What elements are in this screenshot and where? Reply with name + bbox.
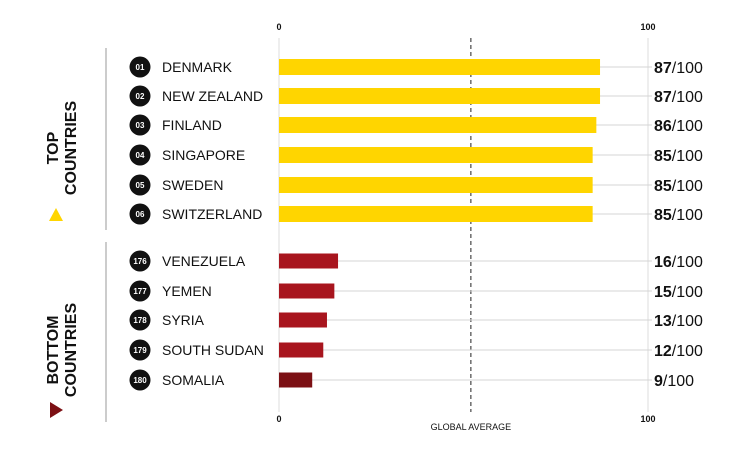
top-row-1-bar [279, 88, 601, 104]
top-row-3-bar [279, 147, 593, 163]
top-row-2-rank-badge [129, 114, 151, 136]
top-row-0-bar [279, 59, 601, 75]
top-row-1-score-suffix: /100 [672, 89, 703, 106]
bottom-row-3-score: 12/100 [654, 343, 703, 360]
x-tick-label-top-0: 0 [276, 22, 281, 32]
top-row-5-bar [279, 206, 593, 222]
bottom-row-2-score: 13/100 [654, 313, 703, 330]
bottom-row-3-country-label: SOUTH SUDAN [162, 342, 264, 358]
top-row-3-score-value: 85 [654, 148, 672, 165]
bottom-row-2-score-value: 13 [654, 313, 672, 330]
bottom-row-3-score-value: 12 [654, 343, 672, 360]
bottom-row-3-bar [279, 342, 324, 358]
bottom-row-2-bar [279, 312, 327, 328]
top-row-2-score-value: 86 [654, 118, 672, 135]
top-row-0-score-suffix: /100 [672, 60, 703, 77]
bottom-row-1-country-label: YEMEN [162, 283, 212, 299]
top-group-label-line1: TOP [45, 131, 62, 164]
top-row-3-score: 85/100 [654, 148, 703, 165]
top-row-5-score: 85/100 [654, 207, 703, 224]
top-group-label: TOPCOUNTRIES [45, 101, 80, 196]
bottom-row-1-score: 15/100 [654, 284, 703, 301]
top-row-4-bar [279, 177, 593, 193]
top-row-0-country-label: DENMARK [162, 59, 233, 75]
bottom-row-2-country-label: SYRIA [162, 312, 205, 328]
top-row-3-country-label: SINGAPORE [162, 147, 245, 163]
top-row-1-country-label: NEW ZEALAND [162, 88, 263, 104]
top-row-4-score: 85/100 [654, 178, 703, 195]
top-group-marker-icon [49, 208, 63, 221]
top-row-4-rank-label: 05 [136, 181, 145, 190]
bottom-row-2-rank-label: 178 [133, 316, 147, 325]
bottom-row-4-country-label: SOMALIA [162, 372, 225, 388]
bottom-row-0-country-label: VENEZUELA [162, 253, 246, 269]
bottom-row-0-score: 16/100 [654, 254, 703, 271]
top-row-5-rank-badge [129, 203, 151, 225]
bottom-row-4-bar [279, 372, 313, 388]
bottom-row-2-score-suffix: /100 [672, 313, 703, 330]
top-row-2-score-suffix: /100 [672, 118, 703, 135]
bottom-row-0-bar [279, 253, 339, 269]
top-row-0-rank-badge [129, 56, 151, 78]
top-group-label-line2: COUNTRIES [63, 101, 80, 196]
bottom-row-1-bar [279, 283, 335, 299]
bottom-group-label: BOTTOMCOUNTRIES [45, 303, 80, 398]
x-tick-label-bottom-1: 100 [640, 414, 655, 424]
bottom-row-0-score-suffix: /100 [672, 254, 703, 271]
top-row-0-score: 87/100 [654, 60, 703, 77]
global-average-label: GLOBAL AVERAGE [431, 422, 512, 432]
bottom-row-4-rank-label: 180 [133, 376, 147, 385]
top-row-2-bar [279, 117, 597, 133]
top-row-1-score-value: 87 [654, 89, 672, 106]
x-tick-label-top-1: 100 [640, 22, 655, 32]
top-row-4-score-suffix: /100 [672, 178, 703, 195]
top-row-4-score-value: 85 [654, 178, 672, 195]
bottom-row-0-rank-badge [129, 250, 151, 272]
top-row-5-rank-label: 06 [136, 210, 145, 219]
bottom-row-1-rank-badge [129, 280, 151, 302]
bottom-row-4-rank-badge [129, 369, 151, 391]
bottom-row-1-score-value: 15 [654, 284, 672, 301]
top-row-1-rank-badge [129, 85, 151, 107]
top-row-2-country-label: FINLAND [162, 117, 222, 133]
bottom-row-4-score-value: 9 [654, 373, 663, 390]
top-row-2-rank-label: 03 [136, 121, 145, 130]
top-row-3-score-suffix: /100 [672, 148, 703, 165]
top-row-5-country-label: SWITZERLAND [162, 206, 262, 222]
top-row-0-score-value: 87 [654, 60, 672, 77]
top-row-5-score-value: 85 [654, 207, 672, 224]
bottom-group-marker-icon [50, 402, 63, 418]
top-row-1-rank-label: 02 [136, 92, 145, 101]
top-row-5-score-suffix: /100 [672, 207, 703, 224]
top-row-4-rank-badge [129, 174, 151, 196]
bottom-row-3-rank-badge [129, 339, 151, 361]
bottom-row-1-rank-label: 177 [133, 287, 147, 296]
top-row-0-rank-label: 01 [136, 63, 145, 72]
bottom-row-4-score: 9/100 [654, 373, 694, 390]
top-row-1-score: 87/100 [654, 89, 703, 106]
x-tick-label-bottom-0: 0 [276, 414, 281, 424]
bottom-row-0-score-value: 16 [654, 254, 672, 271]
axis-layer: 0 100 0 100 GLOBAL AVERAGE [276, 22, 655, 432]
top-row-2-score: 86/100 [654, 118, 703, 135]
bottom-row-0-rank-label: 176 [133, 257, 147, 266]
bottom-row-3-score-suffix: /100 [672, 343, 703, 360]
bottom-row-3-rank-label: 179 [133, 346, 147, 355]
bottom-row-2-rank-badge [129, 309, 151, 331]
top-row-4-country-label: SWEDEN [162, 177, 223, 193]
rows-layer: 01 DENMARK 87/100 02 NEW ZEALAND 87/100 03 FINL… [129, 56, 703, 391]
top-row-3-rank-badge [129, 144, 151, 166]
top-row-3-rank-label: 04 [136, 151, 145, 160]
bottom-row-4-score-suffix: /100 [663, 373, 694, 390]
bottom-group-label-line2: COUNTRIES [63, 303, 80, 398]
bottom-group-label-line1: BOTTOM [45, 315, 62, 384]
bottom-row-1-score-suffix: /100 [672, 284, 703, 301]
